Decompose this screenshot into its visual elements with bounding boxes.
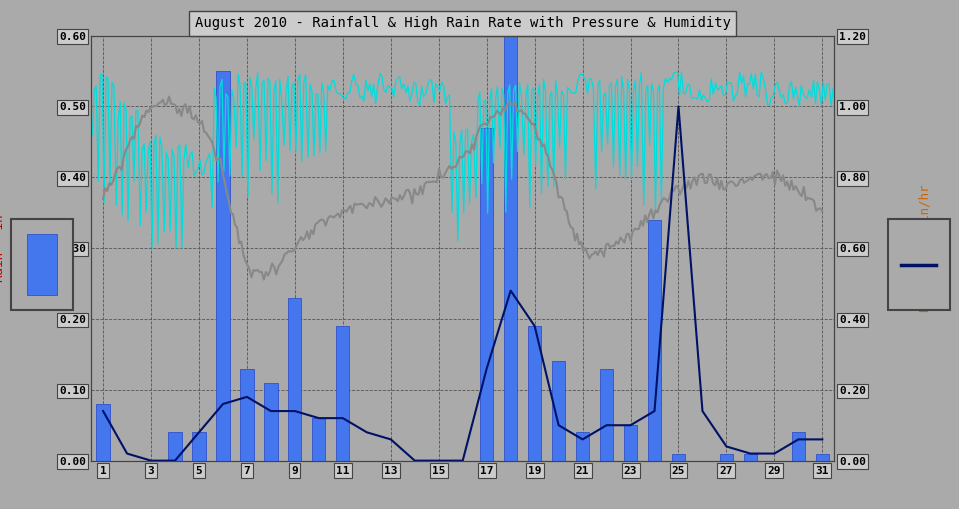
Bar (27, 234, 58, 295)
Title: August 2010 - Rainfall & High Rain Rate with Pressure & Humidity: August 2010 - Rainfall & High Rain Rate … (195, 16, 731, 31)
Bar (576, 432, 589, 461)
Bar (289, 298, 301, 461)
Bar (480, 128, 493, 461)
Bar (217, 71, 229, 461)
Bar (313, 418, 325, 461)
Bar (816, 454, 829, 461)
Bar (648, 220, 661, 461)
Bar (528, 326, 541, 461)
Bar (337, 326, 349, 461)
Bar (744, 454, 757, 461)
Bar (600, 369, 613, 461)
Bar (97, 404, 109, 461)
Y-axis label: Rain - in: Rain - in (0, 214, 7, 282)
Bar (241, 369, 253, 461)
Bar (265, 383, 277, 461)
Bar (792, 432, 805, 461)
Y-axis label: Rain Rate - in/hr: Rain Rate - in/hr (919, 184, 932, 312)
Bar (169, 432, 181, 461)
Bar (504, 36, 517, 461)
Bar (672, 454, 685, 461)
Bar (720, 454, 733, 461)
Bar (552, 361, 565, 461)
Bar (193, 432, 205, 461)
Bar (624, 425, 637, 461)
